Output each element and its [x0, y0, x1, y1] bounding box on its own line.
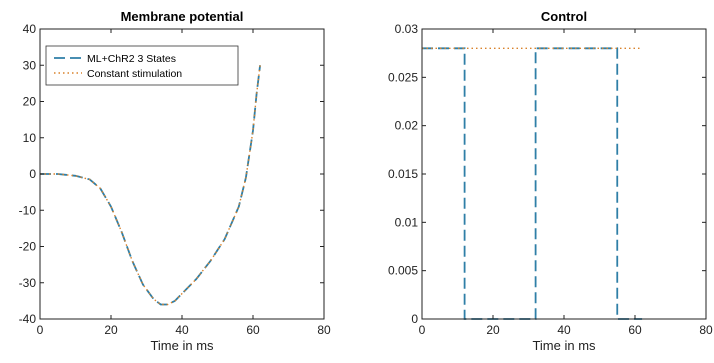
series-group: [422, 47, 643, 320]
y-tick-label: -40: [19, 312, 37, 326]
y-tick-label: -10: [19, 203, 37, 217]
y-tick-label: 20: [23, 95, 37, 109]
y-tick-label: 30: [23, 58, 37, 72]
x-tick-label: 20: [486, 323, 500, 337]
y-tick-label: 0.005: [388, 264, 418, 278]
x-tick-label: 0: [37, 323, 44, 337]
legend-label-0: ML+ChR2 3 States: [87, 53, 176, 65]
y-tick-label: -20: [19, 240, 37, 254]
x-tick-label: 40: [557, 323, 571, 337]
membrane-potential-chart: Membrane potential 0 20 40 60 80 -40 -30 -20 -10 0…: [19, 9, 331, 353]
y-tick-label: 0.025: [388, 70, 418, 84]
x-axis-label: Time in ms: [150, 338, 214, 353]
legend-label-1: Constant stimulation: [87, 68, 182, 80]
y-tick-label: 0: [29, 167, 36, 181]
x-tick-label: 40: [175, 323, 189, 337]
x-tick-label: 0: [419, 323, 426, 337]
chart-title: Control: [541, 9, 587, 24]
series-line-0: [422, 47, 643, 320]
x-tick-label: 80: [699, 323, 713, 337]
y-tick-label: 0.02: [395, 119, 419, 133]
series-group: [40, 65, 261, 306]
series-line-0: [40, 65, 261, 306]
x-tick-label: 20: [104, 323, 118, 337]
y-tick-label: 40: [23, 22, 37, 36]
y-tick-label: 0.01: [395, 215, 419, 229]
y-tick-label: 0.03: [395, 22, 419, 36]
y-tick-label: 0.015: [388, 167, 418, 181]
legend: ML+ChR2 3 States Constant stimulation: [45, 45, 239, 86]
chart-title: Membrane potential: [121, 9, 244, 24]
x-tick-label: 60: [628, 323, 642, 337]
y-tick-label: -30: [19, 276, 37, 290]
y-tick-label: 0: [411, 312, 418, 326]
legend-box: [45, 45, 239, 86]
control-chart: Control 0 20 40 60 80 0 0.005 0.01 0.015 0.02 0.025…: [388, 9, 713, 353]
series-line-1: [40, 65, 261, 306]
y-tick-label: 10: [23, 131, 37, 145]
x-axis-label: Time in ms: [532, 338, 596, 353]
x-tick-label: 80: [317, 323, 331, 337]
x-tick-label: 60: [246, 323, 260, 337]
